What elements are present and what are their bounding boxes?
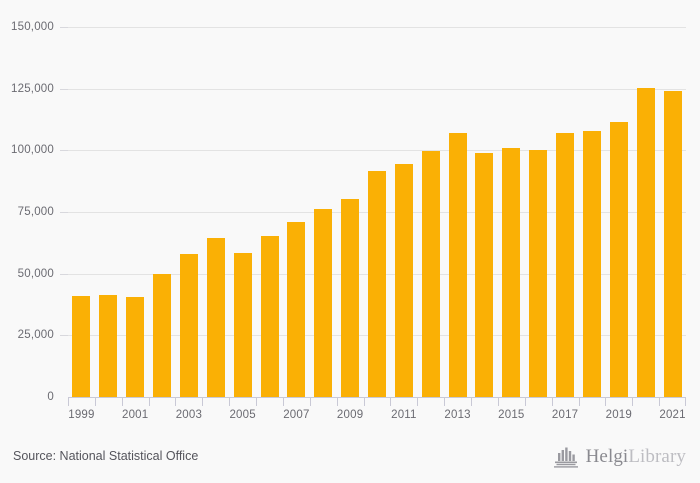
bar[interactable] (475, 153, 494, 397)
x-tick-mark (605, 397, 606, 406)
x-tick-label: 2007 (283, 409, 310, 421)
y-tick-label: 50,000 (17, 267, 54, 280)
x-tick-label: 2005 (229, 409, 256, 421)
helgi-library-logo[interactable]: HelgiLibrary (553, 446, 686, 468)
y-axis: 0 25,000 50,000 75,000 100,000 125,000 150,000 (0, 0, 68, 483)
x-tick-mark (202, 397, 203, 406)
x-tick-mark (552, 397, 553, 406)
x-tick-label: 2013 (444, 409, 471, 421)
x-tick-mark (444, 397, 445, 406)
x-tick-mark (525, 397, 526, 406)
x-tick-mark (579, 397, 580, 406)
bar[interactable] (99, 295, 118, 397)
x-tick-mark (659, 397, 660, 406)
x-tick-label: 2011 (391, 409, 417, 421)
bar[interactable] (153, 274, 172, 397)
bar[interactable] (502, 148, 521, 397)
x-tick-mark (256, 397, 257, 406)
bar[interactable] (206, 237, 225, 397)
y-tick-label: 125,000 (11, 82, 54, 95)
y-tick-mark (60, 27, 68, 28)
y-tick-mark (60, 335, 68, 337)
x-tick-mark (149, 397, 150, 406)
bar[interactable] (341, 198, 360, 397)
bar[interactable] (556, 133, 575, 397)
bar[interactable] (72, 296, 91, 397)
x-tick-mark (685, 397, 686, 406)
bar[interactable] (529, 149, 548, 397)
bar[interactable] (233, 253, 252, 397)
x-tick-mark (390, 397, 391, 406)
bar[interactable] (582, 131, 601, 397)
bar[interactable] (609, 121, 628, 397)
x-tick-label: 1999 (68, 409, 95, 421)
bar[interactable] (287, 222, 306, 397)
bar[interactable] (448, 133, 467, 397)
gridline (68, 88, 686, 90)
gridline (68, 150, 686, 152)
y-tick-label: 100,000 (11, 144, 54, 157)
y-tick-label: 150,000 (11, 21, 54, 33)
bar[interactable] (260, 236, 279, 397)
y-tick-label: 75,000 (17, 206, 54, 218)
x-tick-mark (417, 397, 418, 406)
bar[interactable] (368, 171, 386, 397)
brand-secondary: Library (628, 446, 686, 467)
x-tick-label: 2001 (121, 409, 149, 421)
y-tick-mark (60, 150, 68, 152)
brand-wordmark: HelgiLibrary (586, 446, 686, 468)
bars-group (68, 27, 686, 397)
x-tick-mark (498, 397, 499, 406)
x-tick-label: 2009 (336, 409, 364, 421)
bar[interactable] (663, 91, 682, 397)
y-tick-mark (60, 88, 68, 90)
x-axis-line (68, 397, 686, 398)
x-tick-mark (337, 397, 338, 406)
y-tick-label: 0 (47, 391, 54, 403)
x-tick-label: 2019 (605, 409, 633, 421)
bar[interactable] (179, 254, 198, 397)
brand-primary: Helgi (585, 446, 629, 467)
x-tick-mark (122, 397, 123, 406)
x-tick-mark (364, 397, 365, 406)
bar[interactable] (314, 208, 333, 397)
y-tick-mark (60, 212, 68, 213)
x-tick-mark (68, 397, 69, 406)
x-tick-label: 2017 (551, 409, 579, 421)
x-tick-label: 2021 (659, 409, 686, 421)
x-tick-mark (283, 397, 284, 406)
gridline (68, 27, 686, 28)
y-tick-mark (60, 273, 68, 275)
x-tick-mark (310, 397, 311, 406)
x-axis: 1999 2001 2003 2005 2007 2009 2011 2013 2015 2017… (68, 397, 686, 437)
x-tick-label: 2003 (175, 409, 203, 421)
bar[interactable] (394, 164, 413, 397)
x-tick-mark (95, 397, 96, 406)
chart-footer: Source: National Statistical Office Helg… (0, 437, 700, 483)
source-label: Source: National Statistical Office (13, 449, 199, 463)
x-tick-mark (632, 397, 633, 406)
x-tick-mark (471, 397, 472, 406)
x-tick-mark (175, 397, 176, 406)
y-tick-label: 25,000 (17, 329, 54, 342)
x-tick-mark (229, 397, 230, 406)
bar-chart-building-icon (553, 447, 578, 468)
bar[interactable] (421, 151, 440, 397)
bar[interactable] (636, 88, 655, 397)
plot-area (68, 27, 686, 398)
x-tick-label: 2015 (498, 409, 525, 421)
bar[interactable] (126, 297, 145, 397)
